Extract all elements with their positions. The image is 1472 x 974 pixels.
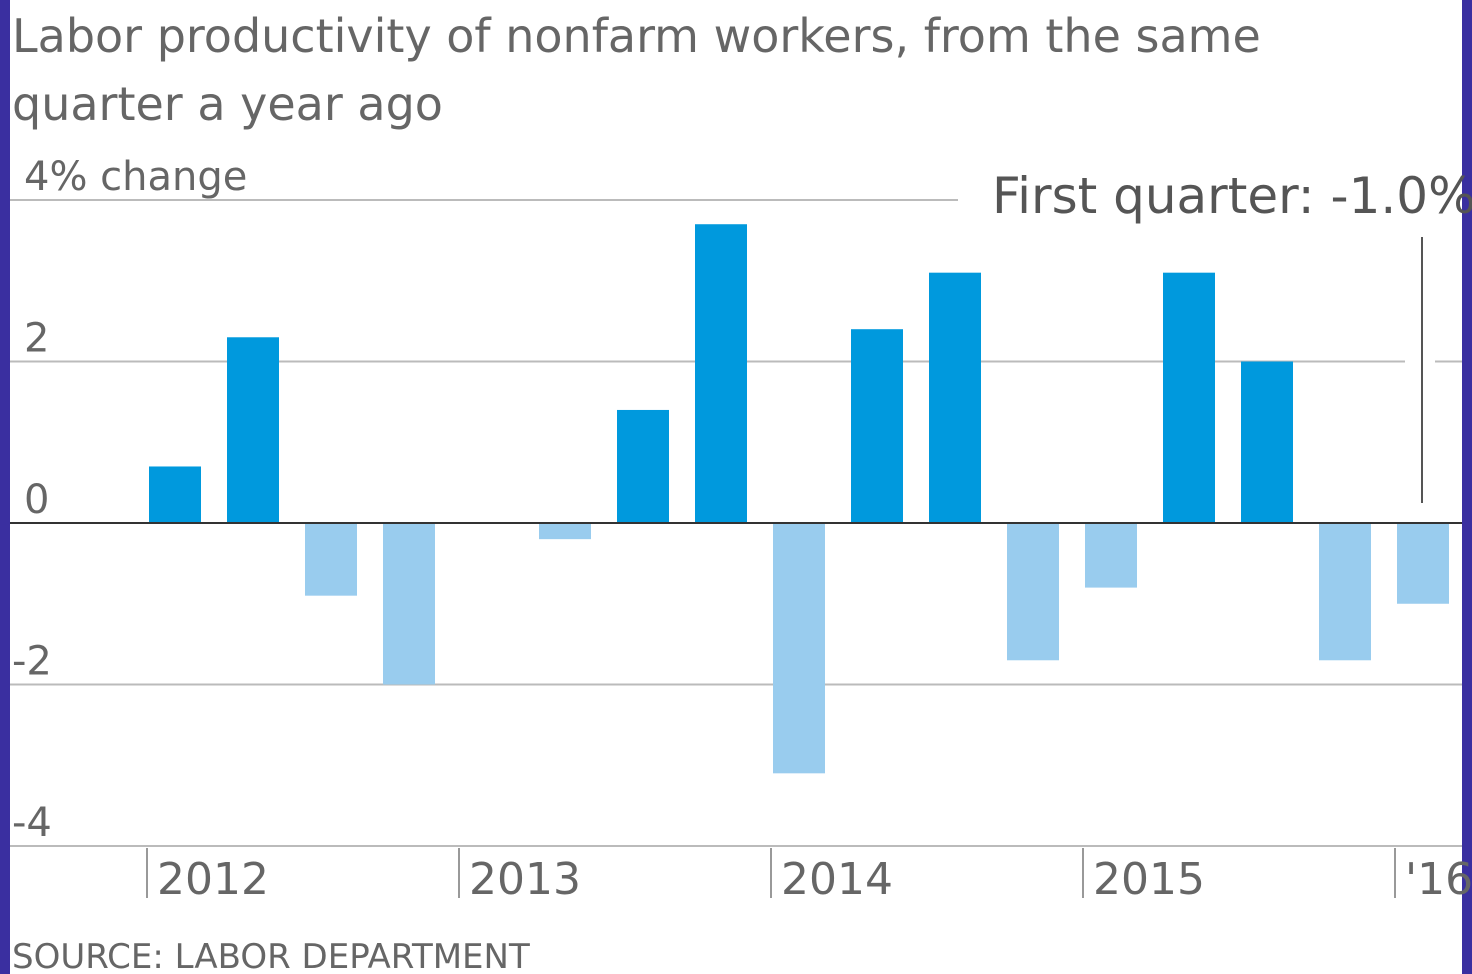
bar [929, 272, 981, 523]
x-tick-label: 2015 [1093, 854, 1205, 905]
bar [227, 337, 279, 523]
bar [1163, 272, 1215, 523]
y-tick-label: 2 [24, 316, 49, 362]
bar [383, 523, 435, 685]
chart-title: Labor productivity of nonfarm workers, f… [12, 9, 1261, 131]
x-tick-label: 2014 [781, 854, 893, 905]
bar [1241, 361, 1293, 523]
bar [1085, 523, 1137, 588]
bar [773, 523, 825, 774]
bar [1319, 523, 1371, 661]
x-tick-label: '16 [1405, 854, 1472, 905]
bar [617, 409, 669, 523]
bar [539, 523, 591, 540]
bar [1397, 523, 1449, 604]
bar [1007, 523, 1059, 661]
bar [305, 523, 357, 596]
y-tick-label: -4 [12, 800, 52, 846]
y-tick-label: 0 [24, 477, 49, 523]
annotation: First quarter: -1.0% [992, 167, 1472, 225]
y-tick-label: 4% change [24, 154, 247, 200]
bar [851, 329, 903, 523]
x-tick-label: 2013 [469, 854, 581, 905]
y-tick-label: -2 [12, 639, 52, 685]
source: SOURCE: LABOR DEPARTMENT [12, 937, 530, 974]
bar [695, 224, 747, 523]
bar [149, 466, 201, 523]
x-tick-label: 2012 [157, 854, 269, 905]
